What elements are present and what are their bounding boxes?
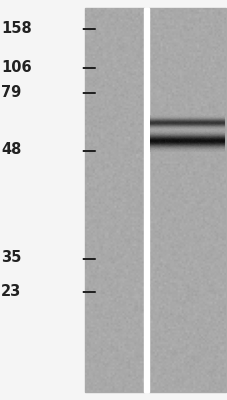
Text: —: —	[81, 21, 95, 36]
Text: —: —	[81, 142, 95, 158]
Text: 79: 79	[1, 85, 21, 100]
Bar	[143, 8, 148, 392]
Text: 23: 23	[1, 284, 21, 299]
Bar	[85, 8, 143, 392]
Text: —: —	[81, 85, 95, 100]
Text: 158: 158	[1, 21, 32, 36]
Text: 48: 48	[1, 142, 21, 158]
Text: —: —	[81, 250, 95, 266]
Text: 35: 35	[1, 250, 21, 266]
Text: 106: 106	[1, 60, 32, 75]
Text: —: —	[81, 284, 95, 299]
Text: —: —	[81, 60, 95, 75]
Bar	[149, 8, 225, 392]
